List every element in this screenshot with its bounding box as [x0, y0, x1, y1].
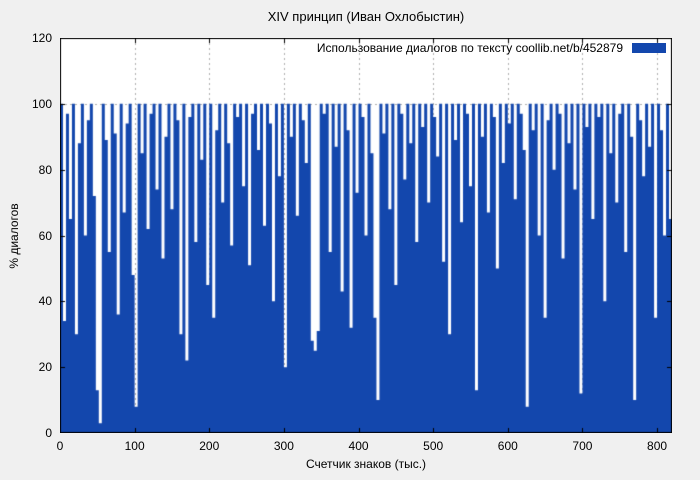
- x-tick-label: 400: [348, 439, 369, 453]
- y-tick-label: 60: [38, 228, 52, 243]
- x-tick-label: 200: [199, 439, 220, 453]
- legend: Использование диалогов по тексту coollib…: [317, 41, 666, 55]
- x-axis-label: Счетчик знаков (тыс.): [305, 457, 427, 471]
- x-tick-label: 100: [124, 439, 145, 453]
- y-tick-label: 100: [31, 96, 52, 111]
- chart-canvas: [60, 38, 672, 433]
- x-tick-label: 0: [56, 439, 64, 453]
- legend-label: Использование диалогов по тексту coollib…: [316, 41, 623, 55]
- y-tick-label: 40: [38, 294, 52, 309]
- legend-swatch: [632, 43, 666, 53]
- x-tick-label: 500: [423, 439, 444, 453]
- chart-title: XIV принцип (Иван Охлобыстин): [267, 9, 465, 24]
- x-tick-label: 600: [497, 439, 518, 453]
- y-tick-label: 0: [45, 426, 52, 440]
- x-tick-label: 800: [647, 439, 668, 453]
- x-tick-label: 300: [273, 439, 294, 453]
- y-tick-label: 20: [38, 360, 52, 375]
- y-tick-label: 80: [38, 162, 52, 177]
- y-tick-label: 120: [31, 31, 52, 45]
- x-tick-label: 700: [572, 439, 593, 453]
